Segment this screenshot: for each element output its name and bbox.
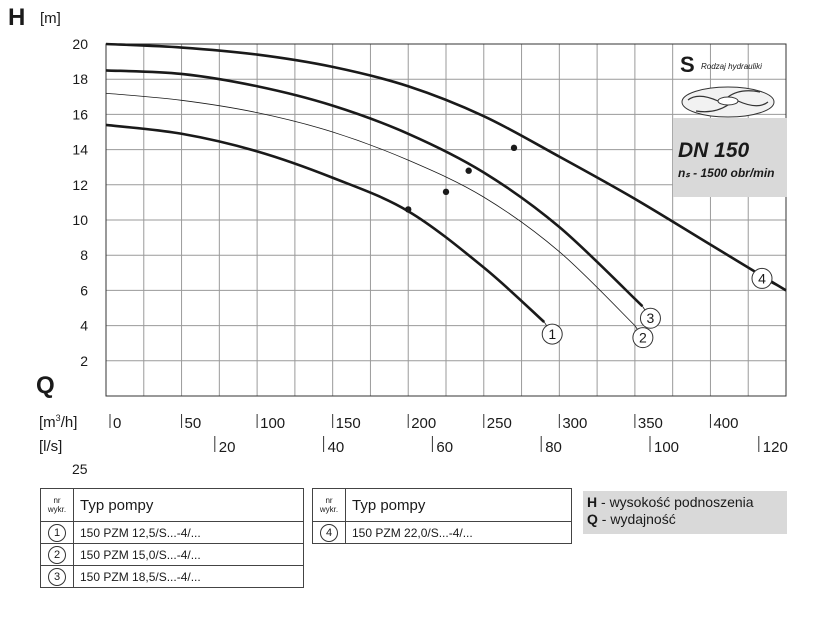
table-header-nr: nr wykr. bbox=[312, 488, 346, 522]
stray-tick-label: 25 bbox=[72, 461, 88, 477]
x-tick-label-m3h: 0 bbox=[113, 415, 121, 432]
x-tick-label-ls: 100 bbox=[654, 439, 679, 456]
curve-3 bbox=[105, 69, 644, 308]
y-tick-label: 6 bbox=[80, 282, 88, 298]
curve-number-badge: 4 bbox=[320, 523, 338, 542]
y-tick-label: 12 bbox=[72, 177, 88, 193]
curve-number-badge: 3 bbox=[48, 567, 66, 586]
table-row: 4 150 PZM 22,0/S...-4/... bbox=[312, 521, 572, 544]
y-tick-label: 10 bbox=[72, 212, 88, 228]
table-row: 1 150 PZM 12,5/S...-4/... bbox=[40, 521, 304, 544]
curve-4 bbox=[105, 42, 787, 292]
x-tick-label-ls: 60 bbox=[436, 439, 453, 456]
x-tick-label-m3h: 300 bbox=[562, 415, 587, 432]
legend-h: H - wysokość podnoszenia bbox=[587, 494, 754, 510]
curve-label-1: 1 bbox=[548, 326, 556, 342]
y-tick-label: 20 bbox=[72, 36, 88, 52]
curve-label-circle bbox=[632, 327, 654, 349]
curve-label-circle bbox=[639, 307, 661, 329]
x-tick-label-m3h: 350 bbox=[638, 415, 663, 432]
curve-2 bbox=[105, 92, 636, 326]
bep-point-3 bbox=[465, 167, 472, 174]
bep-point-1 bbox=[405, 206, 412, 213]
plot-frame bbox=[105, 43, 787, 397]
pump-type-cell: 150 PZM 15,0/S...-4/... bbox=[73, 543, 304, 566]
y-tick-label: 8 bbox=[80, 247, 88, 263]
table-row: 3 150 PZM 18,5/S...-4/... bbox=[40, 565, 304, 588]
q-unit-ls: [l/s] bbox=[39, 438, 63, 455]
curve-1 bbox=[105, 123, 546, 324]
symbol-legend: H - wysokość podnoszenia Q - wydajność bbox=[583, 491, 787, 534]
impeller-icon bbox=[681, 86, 775, 118]
x-tick-label-ls: 80 bbox=[545, 439, 562, 456]
x-tick-label-m3h: 150 bbox=[336, 415, 361, 432]
table-row: 2 150 PZM 15,0/S...-4/... bbox=[40, 543, 304, 566]
curve-label-circle bbox=[751, 267, 773, 289]
curve-label-3: 3 bbox=[647, 310, 655, 326]
curve-label-4: 4 bbox=[758, 270, 766, 286]
pump-type-cell: 150 PZM 22,0/S...-4/... bbox=[345, 521, 572, 544]
pump-type-cell: 150 PZM 18,5/S...-4/... bbox=[73, 565, 304, 588]
h-axis-unit: [m] bbox=[40, 10, 61, 27]
x-tick-label-m3h: 50 bbox=[185, 415, 202, 432]
x-tick-label-ls: 120 bbox=[763, 439, 788, 456]
y-tick-label: 16 bbox=[72, 106, 88, 122]
curve-label-circle bbox=[541, 323, 563, 345]
dn-info-box bbox=[673, 118, 787, 197]
h-axis-symbol: H bbox=[8, 4, 26, 31]
q-unit-m3h: [m3/h] bbox=[39, 413, 78, 431]
bep-point-2 bbox=[442, 188, 450, 196]
x-tick-label-m3h: 400 bbox=[713, 415, 738, 432]
pump-type-cell: 150 PZM 12,5/S...-4/... bbox=[73, 521, 304, 544]
hydraulics-type-letter: S bbox=[680, 52, 695, 77]
bep-point-4 bbox=[510, 144, 518, 152]
pump-table-1: nr wykr. Typ pompy 1 150 PZM 12,5/S...-4/… bbox=[40, 488, 304, 588]
legend-q: Q - wydajność bbox=[587, 511, 676, 527]
x-tick-label-m3h: 250 bbox=[487, 415, 512, 432]
x-tick-label-ls: 20 bbox=[219, 439, 236, 456]
table-header-typ: Typ pompy bbox=[345, 488, 572, 522]
table-header-typ: Typ pompy bbox=[73, 488, 304, 522]
curve-number-badge: 1 bbox=[48, 523, 66, 542]
curve-number-badge: 2 bbox=[48, 545, 66, 564]
hydraulics-type-label: Rodzaj hydrauliki bbox=[701, 62, 762, 71]
x-tick-label-ls: 40 bbox=[328, 439, 345, 456]
dn-label: DN 150 bbox=[678, 139, 750, 162]
q-axis-symbol: Q bbox=[36, 372, 55, 399]
curve-label-2: 2 bbox=[639, 330, 647, 346]
x-tick-label-m3h: 200 bbox=[411, 415, 436, 432]
ns-label: nₛ - 1500 obr/min bbox=[678, 166, 775, 180]
x-tick-label-m3h: 100 bbox=[260, 415, 285, 432]
y-tick-label: 2 bbox=[80, 353, 88, 369]
y-tick-label: 4 bbox=[80, 318, 88, 334]
y-tick-label: 14 bbox=[72, 142, 88, 158]
y-tick-label: 18 bbox=[72, 71, 88, 87]
table-header-nr: nr wykr. bbox=[40, 488, 74, 522]
pump-table-2: nr wykr. Typ pompy 4 150 PZM 22,0/S...-4/… bbox=[312, 488, 572, 544]
